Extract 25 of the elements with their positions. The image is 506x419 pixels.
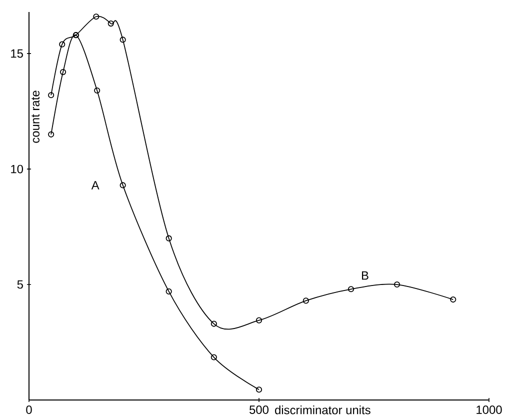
point (120, 182, 126, 188)
point (166, 288, 172, 294)
point (210, 354, 217, 360)
point (60, 69, 66, 76)
series-label: A (91, 181, 100, 190)
point (348, 286, 354, 292)
series-label: B (362, 271, 368, 280)
y-tick-label: 5 (17, 280, 23, 289)
x-tick-label: 1000 (476, 406, 502, 414)
point (108, 20, 114, 27)
x-tick-label: 500 (250, 406, 269, 414)
x-axis-title: discriminator units (275, 406, 370, 414)
y-axis-title: count rate (32, 90, 40, 143)
x-tick-label: 0 (26, 406, 32, 414)
point (166, 235, 172, 242)
point (59, 41, 66, 48)
y-tick-label: 15 (11, 49, 23, 58)
point (210, 320, 217, 327)
point (94, 87, 100, 94)
point (394, 281, 400, 288)
point (93, 14, 100, 20)
point (120, 36, 126, 43)
point (256, 317, 262, 324)
point (302, 298, 309, 304)
y-tick-label: 10 (11, 164, 24, 174)
